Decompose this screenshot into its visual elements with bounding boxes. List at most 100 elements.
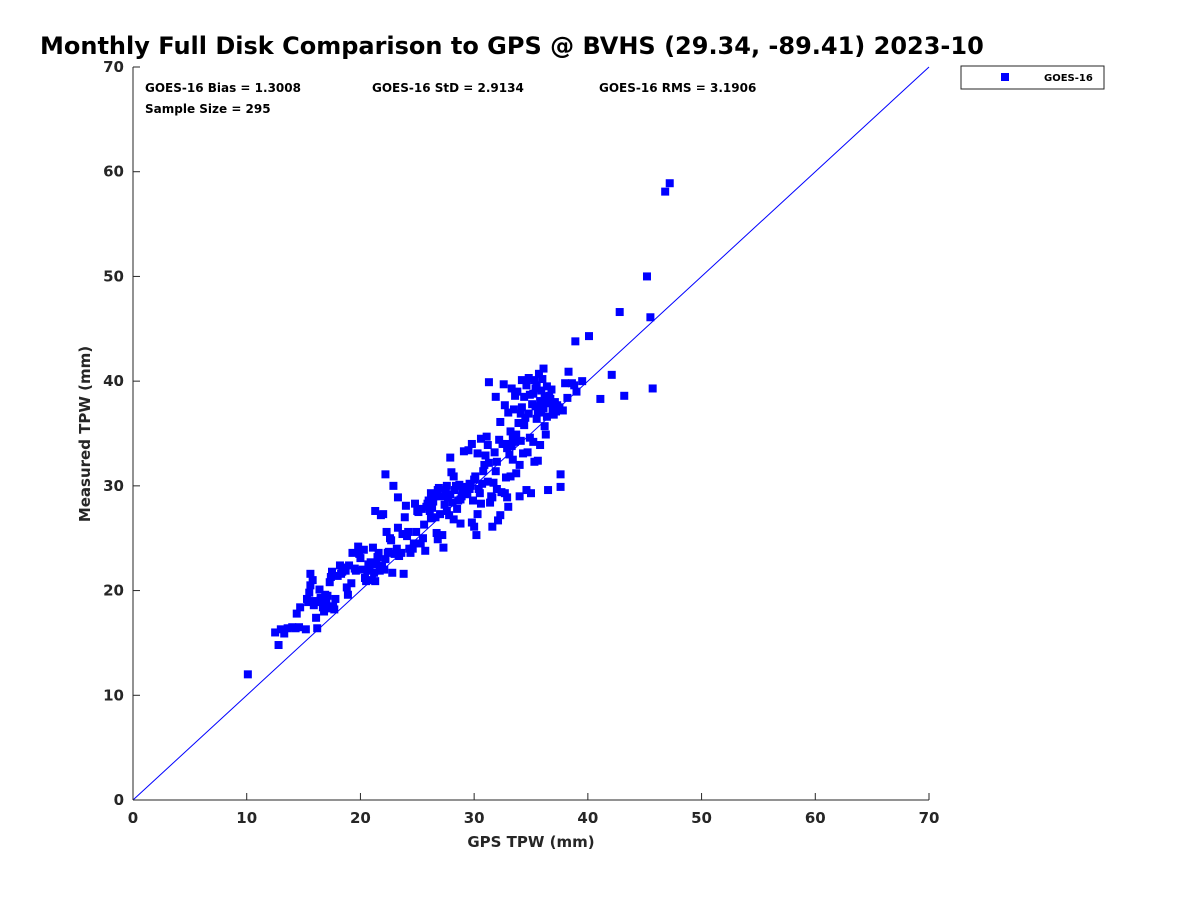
data-point <box>469 496 478 505</box>
data-point <box>495 435 504 444</box>
one-to-one-line <box>132 66 930 801</box>
data-point <box>381 555 390 564</box>
data-point <box>520 421 529 430</box>
data-point <box>243 670 252 679</box>
data-point <box>661 187 670 196</box>
data-point <box>494 516 503 525</box>
data-point <box>447 468 456 477</box>
data-point <box>484 458 493 467</box>
data-point <box>507 442 516 451</box>
data-point <box>525 433 534 442</box>
data-point <box>488 493 497 502</box>
data-point <box>371 506 380 515</box>
data-point <box>355 549 364 558</box>
data-point <box>558 406 567 415</box>
data-point <box>620 391 629 400</box>
data-point <box>395 552 404 561</box>
data-point <box>306 581 315 590</box>
data-point <box>529 437 538 446</box>
data-point <box>501 473 510 482</box>
data-point <box>473 449 482 458</box>
data-point <box>330 605 339 614</box>
data-point <box>431 513 440 522</box>
data-point <box>280 629 289 638</box>
data-point <box>387 536 396 545</box>
data-point <box>465 479 474 488</box>
y-tick-label: 10 <box>103 686 124 704</box>
data-point <box>364 560 373 569</box>
data-point <box>442 481 451 490</box>
data-point <box>271 628 280 637</box>
data-point <box>607 370 616 379</box>
data-point <box>342 583 351 592</box>
data-point <box>665 179 674 188</box>
data-point <box>480 460 489 469</box>
std-stat: GOES-16 StD = 2.9134 <box>372 81 524 95</box>
data-point <box>517 403 526 412</box>
data-point <box>491 467 500 476</box>
data-points-layer <box>243 179 674 679</box>
data-point <box>438 531 447 540</box>
data-point <box>541 399 550 408</box>
data-point <box>521 413 530 422</box>
data-point <box>530 376 539 385</box>
data-point <box>446 453 455 462</box>
data-point <box>306 569 315 578</box>
y-tick-label: 0 <box>114 791 124 809</box>
data-point <box>451 481 460 490</box>
data-point <box>424 496 433 505</box>
data-point <box>390 549 399 558</box>
data-point <box>527 489 535 498</box>
data-point <box>328 567 336 576</box>
y-tick-label: 30 <box>103 477 124 495</box>
data-point <box>437 492 446 501</box>
data-point <box>418 534 427 543</box>
data-point <box>323 591 332 600</box>
data-point <box>345 561 354 570</box>
data-point <box>492 484 501 493</box>
data-point <box>374 548 383 557</box>
data-point <box>515 460 524 469</box>
data-point <box>529 389 538 398</box>
y-tick-label: 20 <box>103 582 124 600</box>
data-point <box>411 499 420 508</box>
data-point <box>434 483 443 492</box>
data-point <box>392 544 401 553</box>
data-point <box>301 625 310 634</box>
data-point <box>417 504 426 513</box>
data-point <box>416 539 425 548</box>
data-point <box>381 470 390 479</box>
data-point <box>532 414 541 423</box>
y-ticks: 0 10 20 30 40 50 60 70 <box>103 58 140 809</box>
data-point <box>436 510 445 519</box>
data-point <box>571 337 580 346</box>
data-point <box>646 313 655 322</box>
data-point <box>359 545 368 554</box>
y-tick-label: 50 <box>103 267 124 285</box>
data-point <box>388 568 397 577</box>
sample-size-stat: Sample Size = 295 <box>145 102 271 116</box>
data-point <box>464 446 473 455</box>
data-point <box>420 520 429 529</box>
x-axis-label: GPS TPW (mm) <box>467 833 594 851</box>
data-point <box>572 387 581 396</box>
data-point <box>503 444 512 453</box>
data-point <box>536 441 545 450</box>
data-point <box>308 576 317 585</box>
data-point <box>470 522 479 531</box>
data-point <box>471 472 480 481</box>
data-point <box>296 603 305 612</box>
data-point <box>373 553 382 562</box>
data-point <box>544 486 553 495</box>
data-point <box>509 405 518 414</box>
data-point <box>496 417 505 426</box>
x-tick-label: 10 <box>236 809 257 827</box>
data-point <box>467 439 476 448</box>
data-point <box>398 530 407 539</box>
data-point <box>517 376 526 385</box>
data-point <box>552 407 561 416</box>
data-point <box>432 528 441 537</box>
data-point <box>486 498 495 507</box>
data-point <box>499 380 508 389</box>
data-point <box>421 546 430 555</box>
